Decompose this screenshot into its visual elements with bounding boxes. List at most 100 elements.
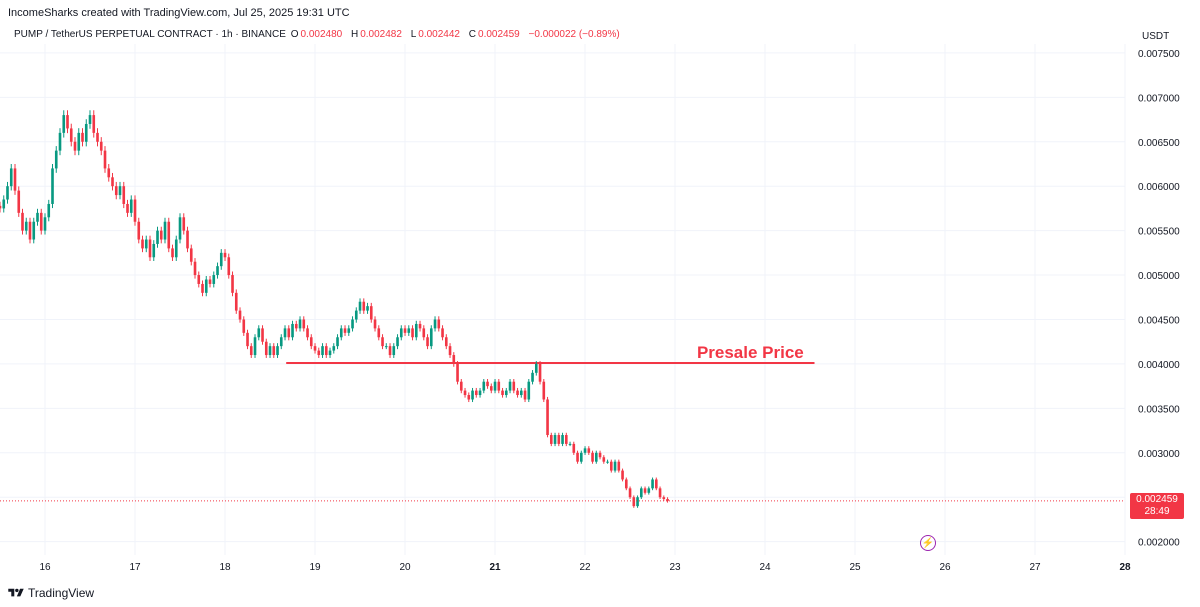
- currency-label[interactable]: USDT: [1142, 31, 1170, 42]
- candle-body: [36, 212, 39, 222]
- y-tick-label: 0.007000: [1138, 93, 1180, 104]
- candle-body: [234, 292, 238, 311]
- candle-body: [351, 319, 354, 329]
- candle-body: [276, 346, 279, 356]
- open-value: 0.002480: [300, 29, 343, 40]
- tradingview-footer[interactable]: TradingView: [8, 584, 94, 602]
- candle-body: [538, 363, 542, 382]
- candle-body: [388, 346, 392, 356]
- candle-body: [253, 337, 257, 356]
- candle-body: [486, 381, 489, 387]
- low-label: L: [410, 29, 417, 40]
- x-tick-label: 28: [1119, 562, 1131, 573]
- y-tick-label: 0.004000: [1138, 360, 1180, 371]
- candle-body: [208, 279, 212, 284]
- symbol-label[interactable]: PUMP / TetherUS PERPETUAL CONTRACT · 1h …: [14, 29, 286, 40]
- candle-body: [182, 217, 186, 231]
- candle-body: [557, 435, 561, 444]
- candle-body: [546, 399, 549, 436]
- candle-body: [613, 461, 617, 471]
- time-axis: 16 17 18 19 20 21 22 23 24 25 26 27 28: [39, 562, 1131, 573]
- change-value: −0.000022 (−0.89%): [528, 29, 620, 40]
- candle-body: [159, 230, 163, 240]
- candle-body: [152, 243, 156, 258]
- lightning-icon[interactable]: ⚡: [920, 535, 936, 551]
- symbol-legend: PUMP / TetherUS PERPETUAL CONTRACT · 1h …: [14, 29, 626, 40]
- candle-body: [163, 221, 167, 240]
- last-price-badge: 0.002459 28:49: [1130, 493, 1184, 519]
- y-tick-label: 0.003000: [1138, 449, 1180, 460]
- candle-body: [126, 203, 129, 213]
- candle-body: [594, 452, 598, 462]
- candle-body: [478, 390, 482, 396]
- x-tick-label: 16: [39, 562, 51, 573]
- candle-body: [516, 390, 519, 396]
- candle-body: [261, 328, 264, 342]
- candle-body: [122, 186, 126, 204]
- candle-body: [249, 346, 253, 356]
- candle-body: [197, 275, 201, 284]
- candle-body: [504, 390, 508, 396]
- candle-body: [219, 252, 223, 267]
- candle-body: [167, 221, 171, 249]
- candle-body: [624, 479, 628, 489]
- candle-body: [43, 217, 47, 231]
- candle-body: [242, 319, 246, 333]
- x-tick-label: 22: [579, 562, 591, 573]
- candle-body: [302, 319, 306, 329]
- candle-body: [32, 221, 36, 240]
- candle-body: [369, 306, 373, 320]
- candle-body: [354, 310, 358, 320]
- candle-body: [294, 323, 298, 329]
- candle-body: [118, 186, 122, 196]
- candle-body: [189, 248, 193, 262]
- candle-body: [587, 448, 591, 453]
- candle-body: [373, 319, 377, 329]
- candle-body: [564, 435, 568, 444]
- candle-body: [426, 337, 429, 347]
- candle-body: [137, 221, 141, 240]
- candle-body: [489, 386, 493, 391]
- chart-credit: IncomeSharks created with TradingView.co…: [8, 7, 350, 19]
- candle-body: [429, 328, 433, 347]
- candle-body: [366, 306, 369, 311]
- candle-body: [88, 115, 92, 124]
- candle-body: [399, 328, 403, 338]
- candle-body: [527, 381, 531, 400]
- candle-body: [602, 457, 606, 462]
- candle-body: [347, 328, 351, 333]
- last-price-value: 0.002459: [1136, 494, 1178, 505]
- candle-body: [579, 452, 583, 462]
- candle-body: [201, 283, 204, 293]
- candle-body: [377, 328, 381, 338]
- candle-body: [141, 239, 144, 249]
- candle-body: [658, 488, 662, 498]
- low-value: 0.002442: [418, 29, 460, 40]
- x-tick-label: 23: [669, 562, 681, 573]
- x-tick-label: 20: [399, 562, 411, 573]
- x-tick-label: 26: [939, 562, 951, 573]
- close-value: 0.002459: [478, 29, 520, 40]
- candle-body: [21, 212, 24, 231]
- candle-body: [621, 470, 624, 480]
- x-tick-label: 21: [489, 562, 501, 573]
- y-tick-label: 0.006000: [1138, 182, 1180, 193]
- candle-body: [606, 461, 609, 463]
- candle-body: [523, 390, 527, 400]
- y-tick-label: 0.004500: [1138, 315, 1180, 326]
- candle-body: [291, 323, 294, 338]
- candle-body: [313, 346, 317, 351]
- candle-body: [62, 115, 66, 133]
- x-tick-label: 18: [219, 562, 231, 573]
- candle-body: [358, 301, 362, 311]
- x-tick-label: 24: [759, 562, 771, 573]
- candle-body: [174, 239, 178, 258]
- candle-body: [384, 346, 388, 348]
- candle-body: [549, 435, 553, 444]
- candle-body: [332, 346, 336, 351]
- candle-body: [666, 499, 669, 501]
- candle-body: [647, 488, 651, 493]
- candle-body: [452, 355, 456, 364]
- candle-body: [287, 328, 291, 338]
